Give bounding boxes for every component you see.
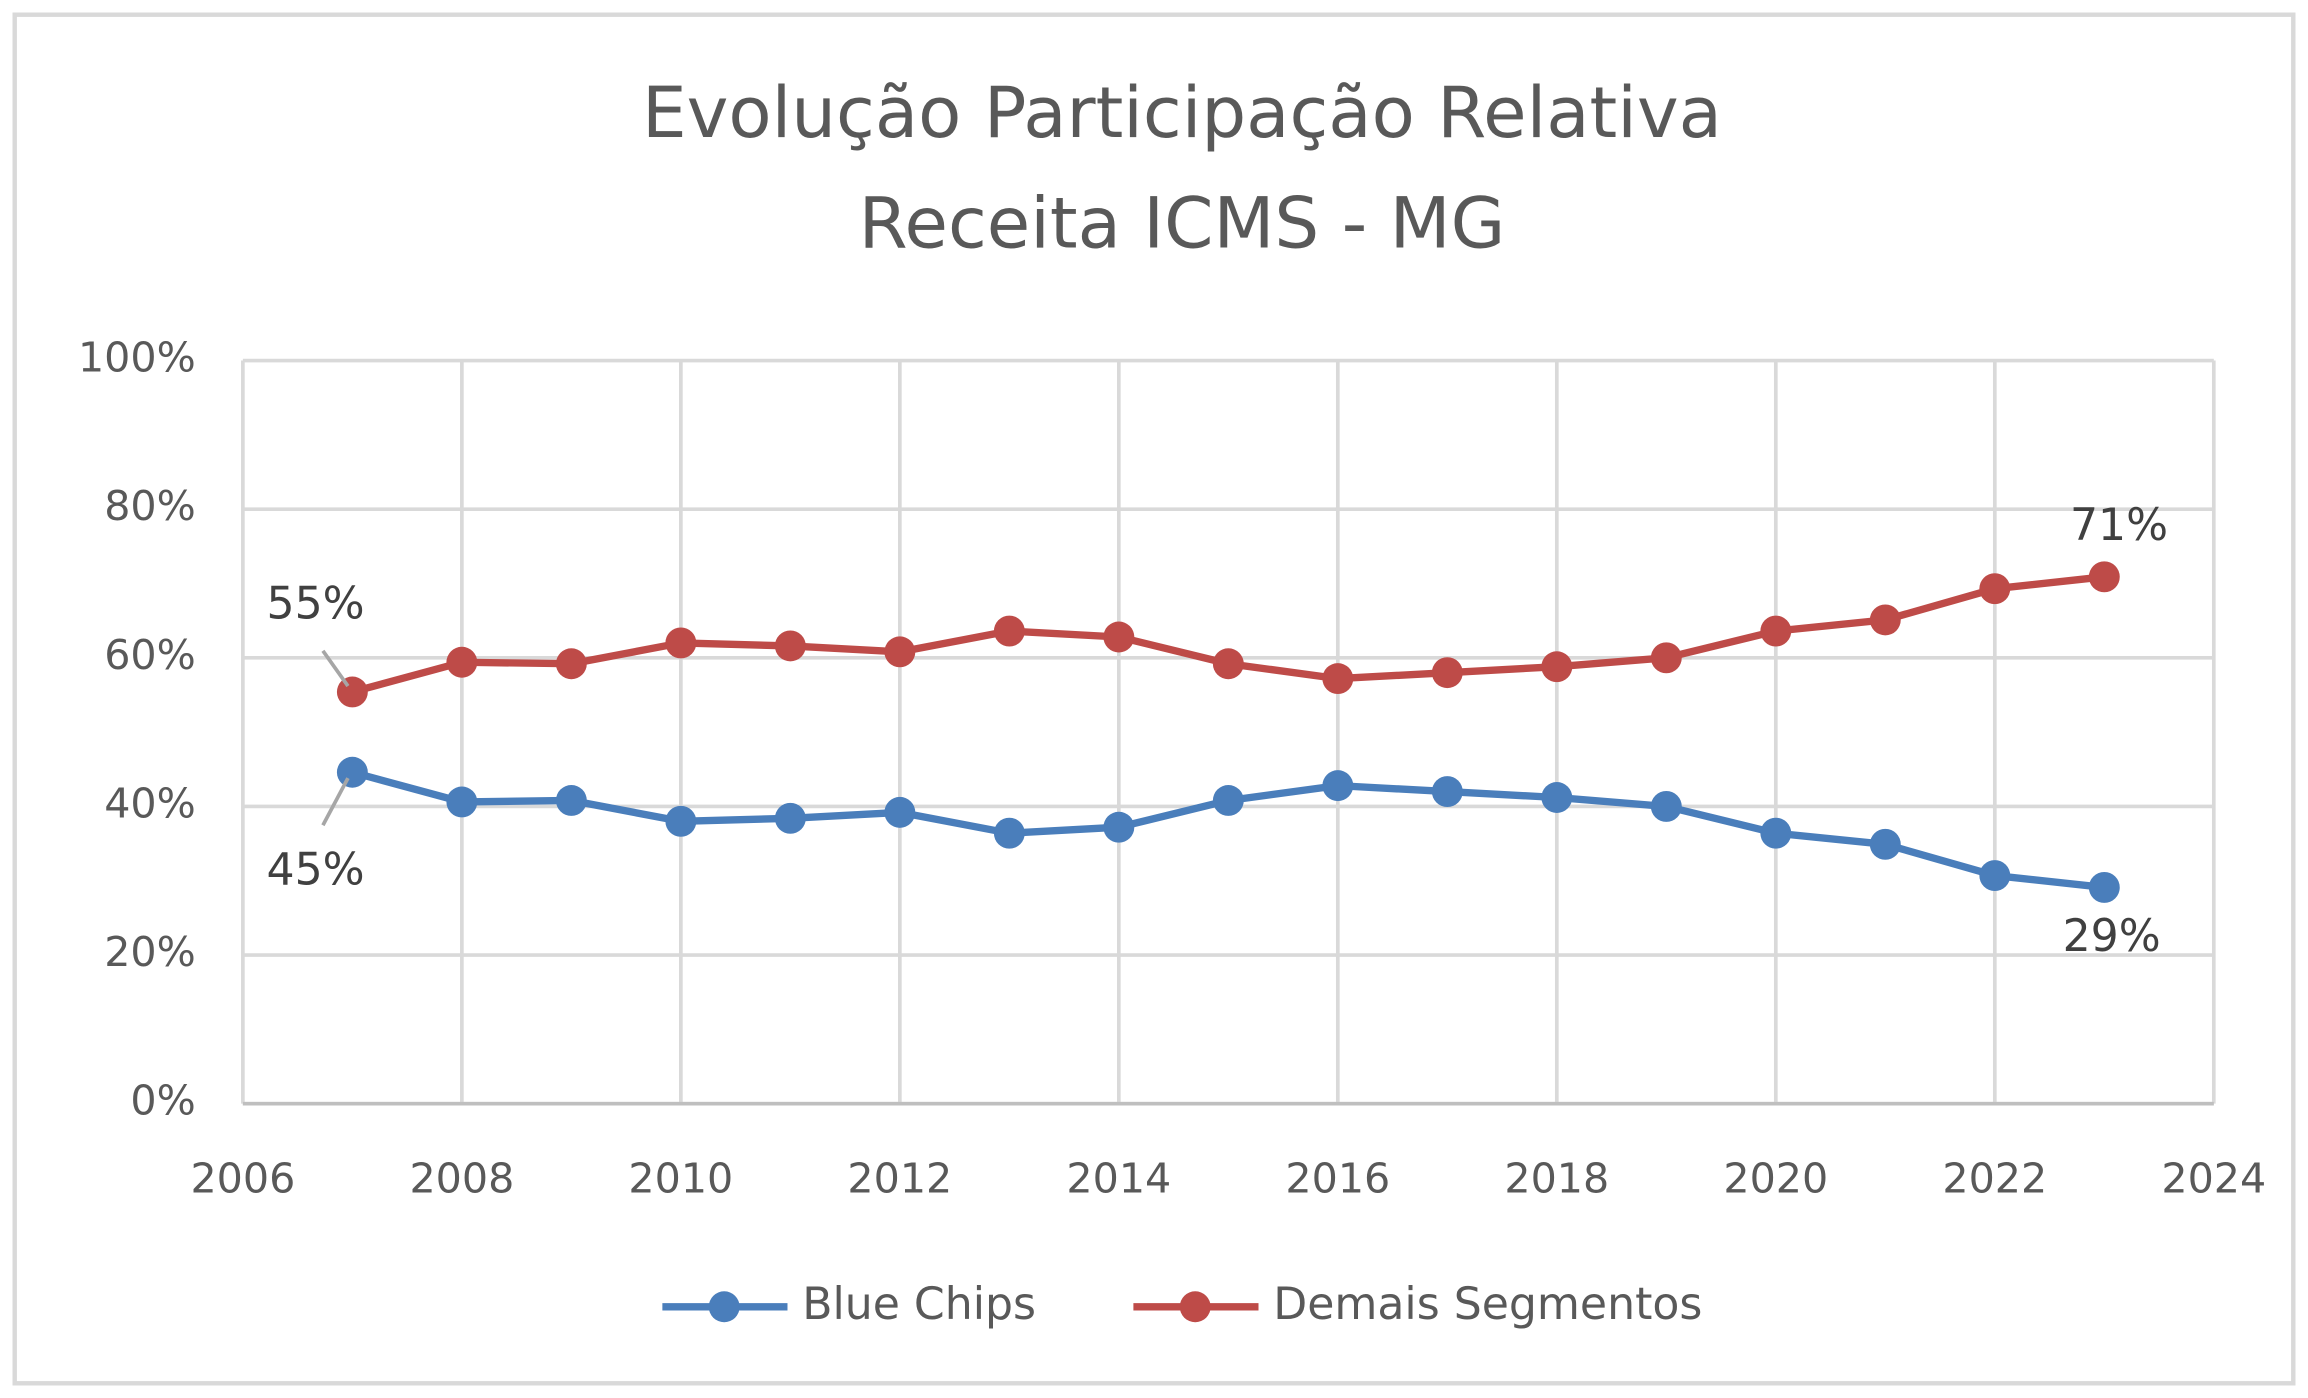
x-tick-label: 2010 [628,1155,733,1203]
chart-title: Evolução Participação Relativa [642,71,1722,154]
data-point [774,802,806,834]
data-point [1103,621,1135,653]
x-tick-label: 2018 [1504,1155,1609,1203]
y-tick-label: 100% [78,334,196,382]
data-point [555,785,587,816]
y-tick-label: 0% [130,1077,195,1125]
data-point [884,636,916,668]
data-point [1212,785,1244,816]
chart-border [12,12,2296,1386]
x-tick-label: 2012 [847,1155,952,1203]
data-label: 29% [2063,911,2161,962]
data-point [1431,657,1463,689]
data-point [665,805,697,837]
leader-line [321,777,350,827]
y-tick-label: 20% [104,928,196,976]
data-label: 55% [266,579,364,630]
data-point [1541,782,1573,813]
leader-line [321,649,350,688]
legend-marker [1179,1291,1211,1323]
data-point [1979,860,2011,891]
data-point [1212,648,1244,680]
legend-label: Demais Segmentos [1273,1279,1702,1330]
data-point [1322,770,1354,802]
data-point [336,676,368,708]
data-point [1979,573,2011,605]
data-point [993,615,1025,647]
data-point [1869,604,1901,636]
data-point [1103,811,1135,843]
x-tick-label: 2024 [2161,1155,2266,1203]
data-point [1760,817,1792,849]
data-point [774,630,806,662]
x-tick-label: 2008 [409,1155,514,1203]
legend-label: Blue Chips [802,1279,1036,1330]
x-tick-label: 2016 [1285,1155,1390,1203]
data-point [665,627,697,659]
data-point [884,796,916,828]
data-point [2088,871,2120,903]
y-tick-label: 40% [104,779,196,827]
data-point [336,756,368,788]
data-point [446,646,478,678]
data-point [446,786,478,818]
data-point [2088,561,2120,593]
data-point [1650,642,1682,674]
data-point [1869,828,1901,860]
data-point [555,648,587,680]
data-point [993,817,1025,849]
data-label: 71% [2070,500,2168,551]
data-point [1541,651,1573,683]
data-point [1760,615,1792,647]
data-point [1322,663,1354,695]
data-label: 45% [266,844,364,895]
y-tick-label: 60% [104,631,196,679]
chart-title: Receita ICMS - MG [859,182,1506,265]
y-tick-label: 80% [104,482,196,530]
legend-marker [708,1291,740,1323]
data-point [1431,776,1463,808]
x-tick-label: 2020 [1723,1155,1828,1203]
x-tick-label: 2022 [1942,1155,2047,1203]
data-point [1650,790,1682,822]
x-tick-label: 2006 [190,1155,295,1203]
x-tick-label: 2014 [1066,1155,1171,1203]
